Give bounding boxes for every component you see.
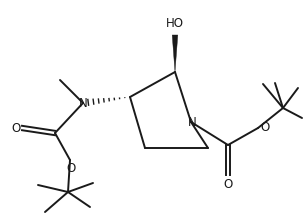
- Polygon shape: [172, 35, 178, 72]
- Text: O: O: [223, 178, 233, 191]
- Text: O: O: [66, 162, 76, 175]
- Text: N: N: [79, 97, 88, 110]
- Text: O: O: [260, 121, 269, 134]
- Text: HO: HO: [166, 17, 184, 30]
- Text: O: O: [12, 121, 21, 134]
- Text: N: N: [188, 116, 196, 128]
